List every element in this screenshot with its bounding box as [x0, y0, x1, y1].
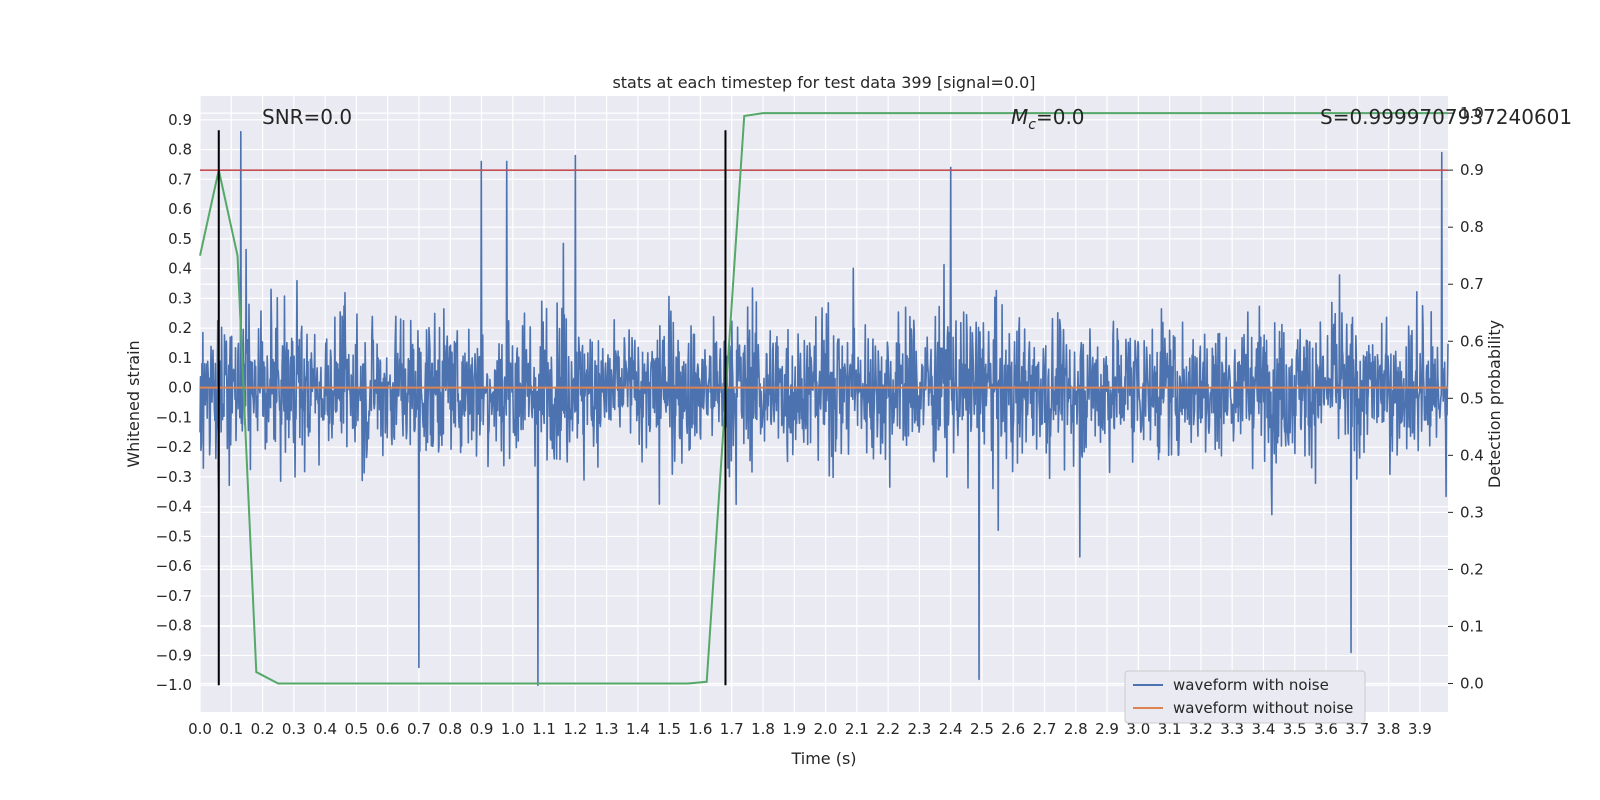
legend-label-noise: waveform with noise	[1173, 676, 1329, 694]
x-tick-label: 0.5	[344, 720, 368, 738]
x-tick-label: 3.4	[1252, 720, 1276, 738]
x-tick-label: 0.9	[470, 720, 494, 738]
y2-tick-label: 0.5	[1460, 389, 1484, 407]
y2-tick-label: 0.6	[1460, 332, 1484, 350]
y-tick-label: 0.5	[168, 230, 192, 248]
x-tick-label: 1.1	[532, 720, 556, 738]
y-tick-label: −0.3	[156, 468, 192, 486]
x-tick-label: 0.0	[188, 720, 212, 738]
y2-tick-label: 0.9	[1460, 161, 1484, 179]
y-tick-label: 0.6	[168, 200, 192, 218]
x-tick-label: 0.3	[282, 720, 306, 738]
y-tick-label: −0.8	[156, 617, 192, 635]
x-tick-label: 2.4	[939, 720, 963, 738]
y-tick-label: −0.9	[156, 646, 192, 664]
legend-label-clean: waveform without noise	[1173, 699, 1353, 717]
mc-subscript: c	[1028, 117, 1036, 133]
y-tick-label: 0.0	[168, 379, 192, 397]
x-tick-label: 1.0	[501, 720, 525, 738]
x-tick-label: 0.8	[438, 720, 462, 738]
x-tick-label: 2.1	[845, 720, 869, 738]
x-tick-label: 1.4	[626, 720, 650, 738]
series-lines	[199, 112, 1448, 686]
x-tick-label: 3.9	[1408, 720, 1432, 738]
x-tick-label: 3.3	[1220, 720, 1244, 738]
x-tick-label: 1.2	[563, 720, 587, 738]
x-tick-label: 3.8	[1377, 720, 1401, 738]
x-tick-label: 0.2	[251, 720, 275, 738]
y2-axis-label: Detection probability	[1485, 320, 1504, 488]
x-tick-label: 1.6	[689, 720, 713, 738]
y2-tick-label: 0.8	[1460, 218, 1484, 236]
legend: waveform with noise waveform without noi…	[1124, 670, 1366, 724]
y-tick-label: −0.1	[156, 408, 192, 426]
x-tick-label: 2.6	[1001, 720, 1025, 738]
legend-box	[1124, 670, 1366, 724]
x-tick-label: 3.7	[1345, 720, 1369, 738]
y-tick-label: 0.1	[168, 349, 192, 367]
x-tick-label: 2.3	[907, 720, 931, 738]
x-tick-label: 3.0	[1126, 720, 1150, 738]
y-tick-label: −1.0	[156, 676, 192, 694]
x-tick-label: 0.1	[219, 720, 243, 738]
x-tick-label: 1.3	[595, 720, 619, 738]
y-tick-label: 0.4	[168, 260, 192, 278]
y2-tick-label: 0.3	[1460, 503, 1484, 521]
detection-probability-line	[199, 112, 1448, 685]
y2-tick-label: 0.2	[1460, 560, 1484, 578]
y-axis-label: Whitened strain	[124, 340, 143, 467]
x-tick-label: 0.4	[313, 720, 337, 738]
x-tick-label: 2.5	[970, 720, 994, 738]
mc-value: =0.0	[1036, 105, 1085, 129]
x-tick-label: 1.7	[720, 720, 744, 738]
y-tick-label: −0.4	[156, 498, 192, 516]
x-tick-label: 0.7	[407, 720, 431, 738]
x-tick-label: 1.8	[751, 720, 775, 738]
x-tick-label: 2.2	[876, 720, 900, 738]
y-tick-label: −0.6	[156, 557, 192, 575]
y-tick-label: 0.2	[168, 319, 192, 337]
y2-tick-label: 0.7	[1460, 275, 1484, 293]
y2-tick-label: 0.4	[1460, 446, 1484, 464]
x-tick-label: 2.7	[1033, 720, 1057, 738]
x-tick-label: 1.9	[782, 720, 806, 738]
y2-tick-label: 0.0	[1460, 674, 1484, 692]
x-tick-label: 2.0	[814, 720, 838, 738]
x-tick-label: 2.8	[1064, 720, 1088, 738]
s-annotation: S=0.9999707937240601	[1320, 105, 1572, 129]
y2-tick-label: 0.1	[1460, 617, 1484, 635]
x-axis-label: Time (s)	[790, 749, 856, 768]
x-tick-label: 2.9	[1095, 720, 1119, 738]
mc-symbol: M	[1011, 105, 1028, 129]
x-tick-label: 3.6	[1314, 720, 1338, 738]
y-tick-label: 0.7	[168, 170, 192, 188]
mc-annotation: Mc=0.0	[1011, 105, 1085, 133]
snr-annotation: SNR=0.0	[262, 105, 352, 129]
y-tick-label: −0.2	[156, 438, 192, 456]
y-tick-label: −0.7	[156, 587, 192, 605]
x-tick-label: 3.5	[1283, 720, 1307, 738]
chart-title: stats at each timestep for test data 399…	[612, 73, 1035, 92]
y-tick-label: 0.3	[168, 289, 192, 307]
axis-ticks: 0.0 0.1 0.2 0.3 0.4 0.5 0.6 0.7 0.8 0.9 1.0 1.1 1.2 1…	[156, 104, 1484, 738]
y-tick-label: 0.9	[168, 111, 192, 129]
y2-tick-label: 1.0	[1460, 104, 1484, 122]
y-tick-label: −0.5	[156, 527, 192, 545]
x-tick-label: 1.5	[657, 720, 681, 738]
y-tick-label: 0.8	[168, 141, 192, 159]
x-tick-label: 3.2	[1189, 720, 1213, 738]
x-tick-label: 3.1	[1158, 720, 1182, 738]
x-tick-label: 0.6	[376, 720, 400, 738]
